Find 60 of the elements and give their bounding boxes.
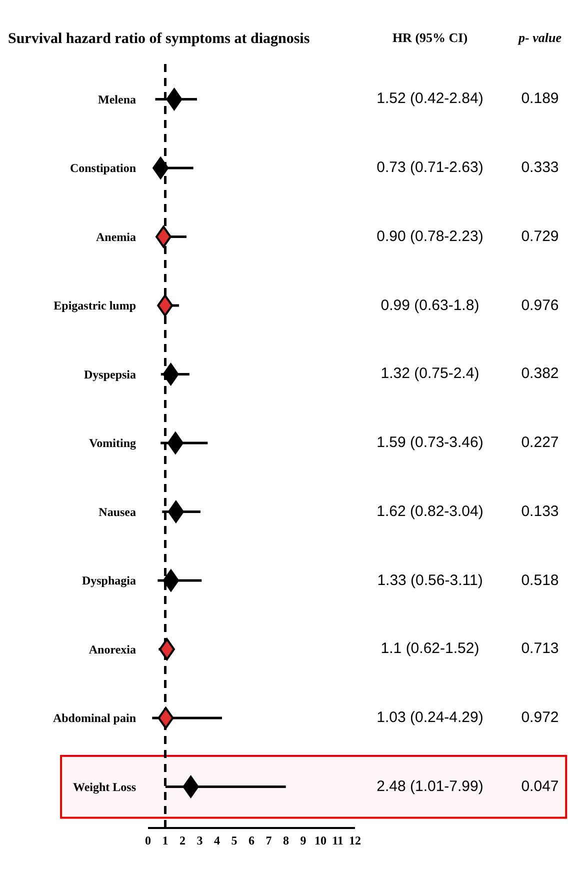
y-tick-label: Constipation [70,161,136,175]
x-tick-label: 0 [145,834,151,848]
text: 0.333 [520,158,560,178]
text: 0.518 [520,570,560,590]
data-label: 0.99 (0.63-1.8) [380,296,480,316]
point [166,88,182,110]
x-tick-label: 10 [314,834,326,848]
data-label: 1.33 (0.56-3.11) [376,570,484,590]
point [152,157,169,179]
point [157,294,174,316]
text: 0.729 [520,226,560,247]
text: 0.227 [520,433,560,453]
x-tick-label: 9 [300,834,306,848]
data-label: 1.62 (0.82-3.04) [376,502,484,522]
y-tick-label: Anorexia [88,642,136,656]
data-label: 2.48 (1.01-7.99) [376,776,484,797]
x-tick-label: 11 [332,834,344,848]
x-tick-label: 7 [266,834,272,848]
x-tick-label: 12 [349,834,361,848]
y-tick-label: Dyspepsia [84,367,136,382]
point [158,638,175,660]
data-label: 0.90 (0.78-2.23) [376,226,484,247]
x-tick-label: 4 [214,834,220,848]
y-tick-label: Abdominal pain [52,711,136,725]
data-label: 0.73 (0.71-2.63) [376,158,484,178]
data-label: 1.03 (0.24-4.29) [376,708,484,728]
point [162,570,179,592]
y-tick-label: Epigastric lump [54,298,136,312]
x-tick-label: 3 [196,834,203,848]
text: p- value [516,30,562,47]
y-tick-label: Melena [98,92,136,106]
point [167,432,184,454]
x-tick-label: 1 [162,834,168,848]
text: 0.047 [520,776,560,797]
x-tick-label: 2 [180,834,186,848]
text: 0.713 [520,639,560,660]
x-tick-label: 5 [231,834,238,848]
point [158,707,174,729]
y-tick-label: Dysphagia [82,574,136,588]
data-label: 1.32 (0.75-2.4) [380,364,480,384]
data-label: 1.59 (0.73-3.46) [376,433,484,453]
y-tick-label: Anemia [96,230,136,244]
text: 0.133 [520,502,560,522]
text: 0.382 [520,364,560,384]
x-tick-label: 8 [283,834,289,848]
data-label: 1.52 (0.42-2.84) [376,89,484,110]
chart-title: Survival hazard ratio of symptoms at diagnosis [8,31,311,48]
point [156,226,172,248]
text: 0.976 [520,296,560,316]
x-tick-label: 6 [248,834,254,848]
data-label: 1.1 (0.62-1.52) [380,639,480,660]
text: 0.189 [520,89,560,110]
y-tick-label: Vomiting [89,436,136,450]
text: 0.972 [520,708,560,728]
text: HR (95% CI) [391,30,469,47]
point [168,500,184,523]
point [182,776,199,798]
point [162,363,179,386]
y-tick-label: Nausea [98,504,136,519]
y-tick-label: Weight Loss [72,780,136,794]
